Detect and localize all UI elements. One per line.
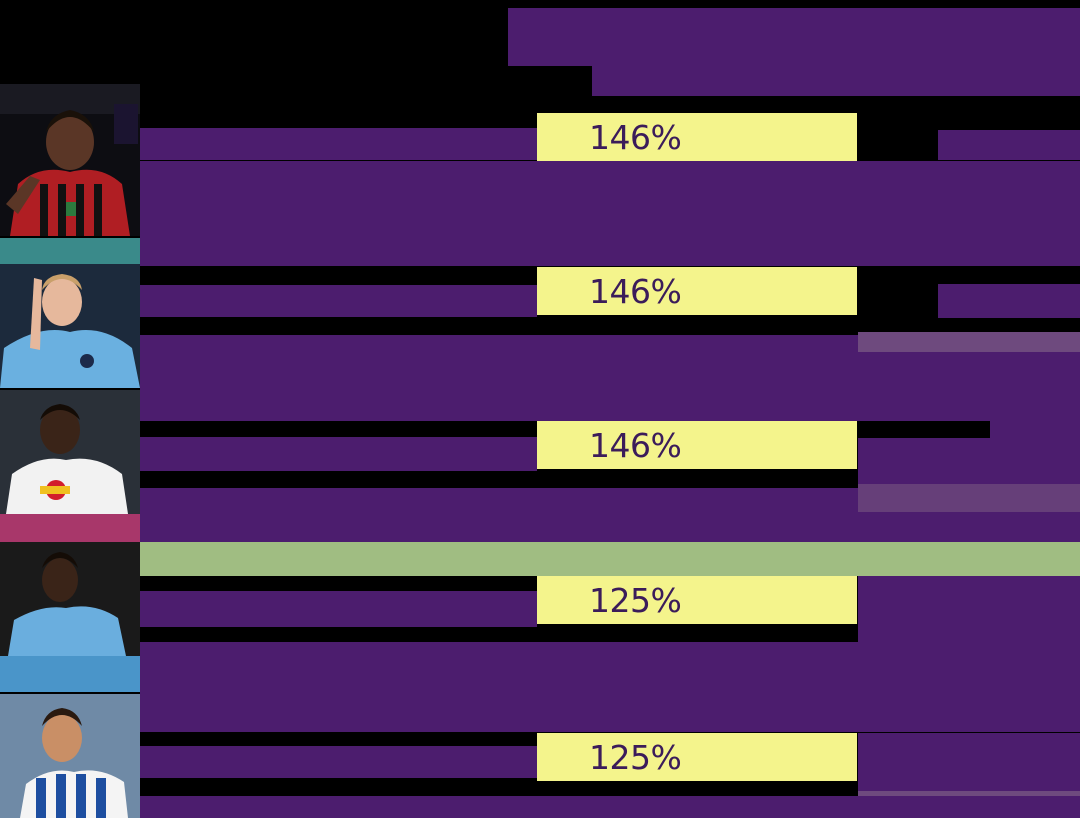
- player-photo-2: [0, 238, 140, 388]
- row-1-label-chip: [938, 130, 1080, 160]
- row-3-percentage: 146%: [537, 421, 857, 469]
- row-5-name-bar: [140, 746, 537, 778]
- row-3-muted-strip: [858, 484, 1080, 512]
- row-2-percentage: 146%: [537, 267, 857, 315]
- row-2-detail-bar: [140, 335, 858, 421]
- row-2-muted-strip: [858, 332, 1080, 352]
- row-2-detail-bar-right: [858, 352, 1080, 421]
- row-4-right-fill: [858, 576, 1080, 642]
- row-5-right-fill: [858, 733, 1080, 791]
- row-2-label-chip: [938, 284, 1080, 318]
- player-3-icon: [0, 390, 140, 514]
- row-4-name-bar: [140, 591, 537, 627]
- row-1-detail-bar: [140, 161, 1080, 266]
- row-4-percentage: 125%: [537, 576, 857, 624]
- row-1-name-bar: [140, 128, 537, 160]
- row-5-percentage: 125%: [537, 733, 857, 781]
- player-photo-5: [0, 694, 140, 818]
- row-1-top-strip: [114, 104, 138, 144]
- row-4-detail-bar: [140, 642, 1080, 732]
- row-2-name-bar: [140, 285, 537, 317]
- row-5-muted-strip: [858, 791, 1080, 799]
- player-5-icon: [0, 694, 140, 818]
- player-photo-4: [0, 542, 140, 692]
- player-2-icon: [0, 238, 140, 388]
- title-block: [508, 8, 1080, 66]
- row-3-top-bar: [858, 438, 1080, 484]
- row-3-photo-footer: [0, 514, 140, 542]
- player-photo-3: [0, 390, 140, 514]
- row-1-percentage: 146%: [537, 113, 857, 161]
- row-3-detail-bar: [140, 488, 858, 542]
- row-5-detail-bar: [140, 796, 1080, 818]
- row-3-top-notch: [990, 421, 1080, 439]
- player-4-icon: [0, 542, 140, 692]
- subtitle-block: [592, 66, 1080, 96]
- row-3-detail-bar-right: [858, 512, 1080, 542]
- row-3-name-bar: [140, 437, 537, 471]
- section-divider-band: [116, 542, 1080, 576]
